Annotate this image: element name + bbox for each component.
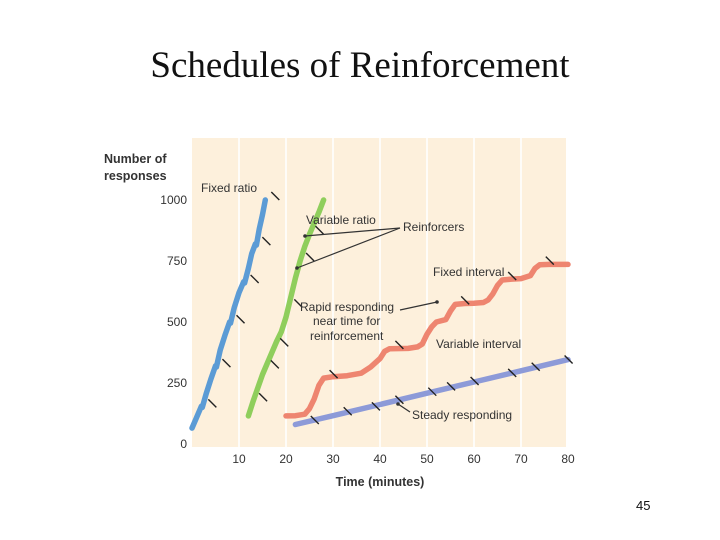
x-tick-label-30: 30 <box>326 452 340 466</box>
reinforcer-mark-variable-interval-5 <box>446 381 456 391</box>
y-tick-label-500: 500 <box>167 315 187 329</box>
reinforcer-mark-fixed-ratio-0 <box>207 398 217 408</box>
annotation-rapid-responding: Rapid responding <box>300 300 394 314</box>
reinforcer-mark-fixed-ratio-5 <box>270 191 280 201</box>
y-tick-label-0: 0 <box>180 437 187 451</box>
annotation-variable-interval: Variable interval <box>436 337 521 351</box>
reinforcer-mark-fixed-interval-2 <box>460 295 470 305</box>
series-variable-interval <box>292 356 571 428</box>
x-tick-label-10: 10 <box>232 452 246 466</box>
leader-line-3 <box>397 403 411 413</box>
annotations: Fixed ratio Variable ratio Reinforcers Fixe… <box>201 181 521 422</box>
annotation-fixed-ratio: Fixed ratio <box>201 181 257 195</box>
reinforcer-mark-variable-interval-7 <box>507 368 517 378</box>
series-fixed-interval <box>283 261 571 419</box>
x-tick-label-40: 40 <box>373 452 387 466</box>
reinforcer-mark-variable-interval-3 <box>394 395 404 405</box>
reinforcer-mark-fixed-interval-1 <box>394 340 404 350</box>
x-tick-label-80: 80 <box>561 452 575 466</box>
series-fixed-ratio <box>189 197 269 431</box>
reinforcer-mark-variable-ratio-3 <box>293 298 303 308</box>
annotation-reinforcers: Reinforcers <box>403 220 464 234</box>
annotation-fixed-interval: Fixed interval <box>433 265 504 279</box>
reinforcer-mark-fixed-ratio-1 <box>221 358 231 368</box>
reinforcer-mark-variable-interval-1 <box>343 406 353 416</box>
y-tick-label-750: 750 <box>167 254 187 268</box>
reinforcer-mark-variable-interval-9 <box>564 354 574 364</box>
reinforcer-mark-variable-ratio-2 <box>279 337 289 347</box>
reinforcer-mark-variable-interval-4 <box>427 387 437 397</box>
slide-title: Schedules of Reinforcement <box>150 45 570 86</box>
reinforcer-mark-fixed-ratio-2 <box>236 314 246 324</box>
reinforcer-mark-variable-ratio-1 <box>270 359 280 369</box>
reinforcer-mark-variable-interval-6 <box>470 376 480 386</box>
reinforcer-mark-fixed-interval-4 <box>545 256 555 266</box>
reinforcer-mark-variable-ratio-0 <box>258 392 268 402</box>
x-tick-label-70: 70 <box>514 452 528 466</box>
reinforcer-mark-fixed-ratio-4 <box>261 236 271 246</box>
y-axis-title: Number of <box>104 152 167 166</box>
reinforcer-marks <box>207 191 574 425</box>
reinforcer-mark-variable-interval-2 <box>371 401 381 411</box>
leader-dot-1 <box>295 266 299 270</box>
annotation-reinforcement: reinforcement <box>310 329 384 343</box>
y-tick-label-250: 250 <box>167 376 187 390</box>
leader-dot-2 <box>435 300 439 304</box>
annotation-leaders <box>295 227 439 413</box>
reinforcer-mark-fixed-interval-3 <box>507 271 517 281</box>
series-variable-ratio <box>245 197 327 419</box>
annotation-variable-ratio: Variable ratio <box>306 213 376 227</box>
series-layer <box>189 197 571 431</box>
leader-line-1 <box>296 227 401 269</box>
y-tick-label-1000: 1000 <box>160 193 187 207</box>
axes: 0 250 500 750 1000 10 20 30 40 50 60 70 80 <box>160 193 575 466</box>
leader-dot-3 <box>396 402 400 406</box>
grid-lines <box>238 138 569 447</box>
leader-dot-0 <box>303 234 307 238</box>
reinforcer-mark-fixed-interval-0 <box>329 369 339 379</box>
leader-line-2 <box>399 301 438 311</box>
y-axis-title-line2: responses <box>104 169 167 183</box>
reinforcer-mark-variable-ratio-5 <box>315 225 324 235</box>
reinforcer-mark-variable-interval-0 <box>310 415 320 425</box>
reinforcer-mark-variable-ratio-4 <box>305 252 315 262</box>
annotation-steady-responding: Steady responding <box>412 408 512 422</box>
x-tick-label-50: 50 <box>420 452 434 466</box>
leader-line-0 <box>304 227 401 237</box>
reinforcer-mark-fixed-ratio-3 <box>250 274 260 284</box>
x-tick-label-20: 20 <box>279 452 293 466</box>
annotation-near-time-for: near time for <box>313 314 380 328</box>
x-axis-title: Time (minutes) <box>336 475 425 489</box>
page-number: 45 <box>636 498 651 513</box>
reinforcer-mark-variable-interval-8 <box>531 362 541 372</box>
x-tick-label-60: 60 <box>467 452 481 466</box>
